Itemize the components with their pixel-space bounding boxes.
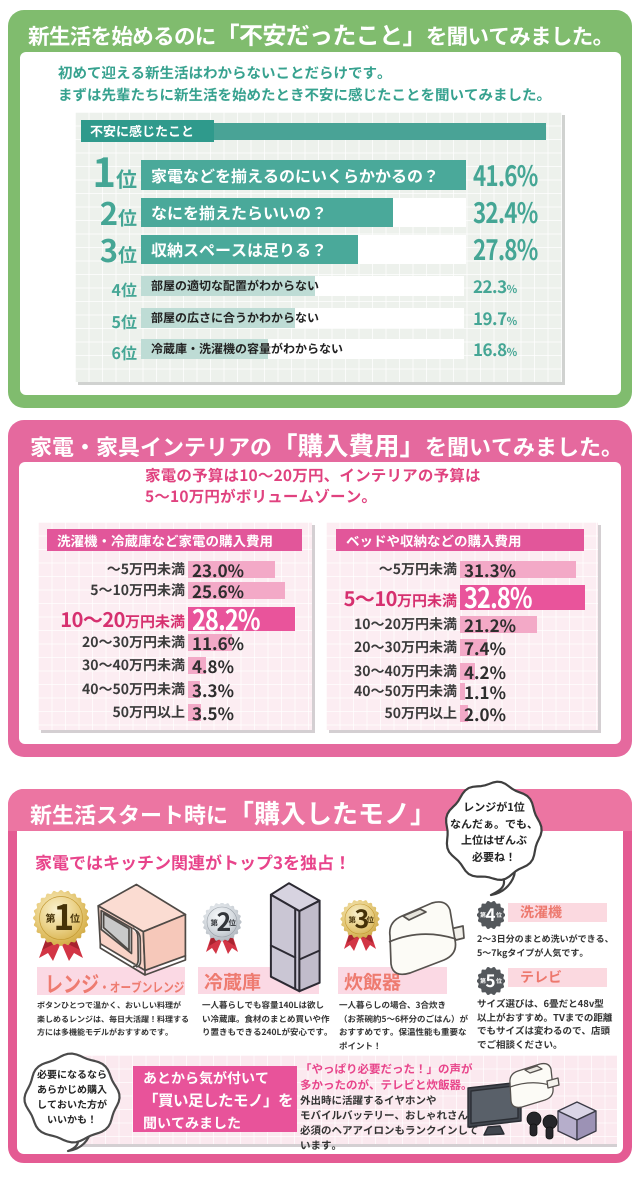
svg-text:第: 第 <box>46 910 56 925</box>
svg-text:第: 第 <box>211 918 219 929</box>
svg-text:位: 位 <box>367 915 375 926</box>
svg-text:位: 位 <box>496 910 502 919</box>
svg-text:第: 第 <box>349 915 357 926</box>
svg-text:位: 位 <box>496 976 502 985</box>
svg-text:2: 2 <box>217 903 232 939</box>
svg-text:5: 5 <box>486 967 496 992</box>
svg-text:位: 位 <box>229 918 237 929</box>
svg-text:第: 第 <box>480 910 486 919</box>
svg-text:第: 第 <box>480 976 486 985</box>
svg-text:3: 3 <box>355 900 370 936</box>
svg-text:1: 1 <box>54 890 75 941</box>
svg-text:位: 位 <box>70 910 80 925</box>
svg-text:4: 4 <box>486 901 496 926</box>
